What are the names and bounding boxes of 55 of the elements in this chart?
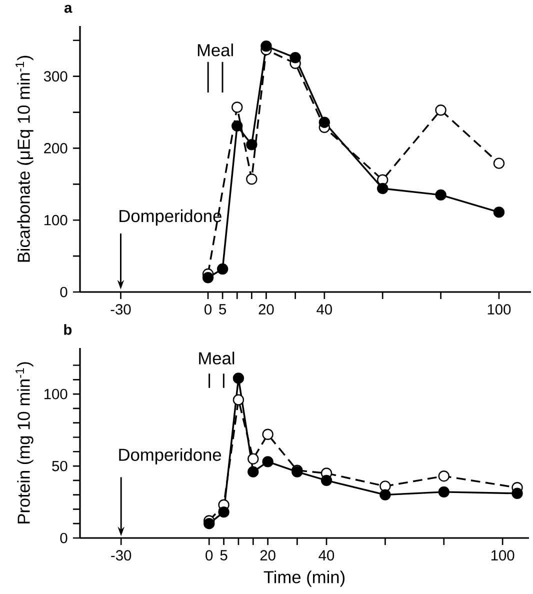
chart-title: b: [64, 324, 72, 335]
x-tick-label: 20: [260, 550, 276, 561]
y-tick-label: 0: [60, 286, 68, 298]
point: [376, 182, 388, 194]
y-axis-title: Bicarbonate (μEq 10 min$^{-1}$): [16, 56, 34, 262]
point: [438, 486, 450, 498]
x-tick-label: 20: [258, 304, 274, 315]
y-tick-label: 200: [44, 143, 68, 154]
point: [260, 40, 272, 52]
point: [438, 470, 450, 482]
annotation: Meal: [199, 352, 234, 364]
y-tick-label: 300: [44, 71, 68, 82]
point: [290, 52, 301, 64]
x-tick-label: 40: [318, 550, 334, 561]
point: [320, 474, 332, 486]
x-tick-label: 40: [316, 304, 332, 315]
x-tick-label: 0: [204, 304, 212, 315]
point: [318, 116, 330, 128]
point: [248, 466, 259, 478]
point: [204, 518, 215, 530]
x-tick-label: 0: [206, 550, 213, 561]
y-axis-title: Protein (mg 10 min$^{-1}$): [16, 362, 34, 524]
chart-title: a: [64, 4, 72, 13]
x-tick-label: 5: [220, 550, 228, 560]
point: [435, 104, 446, 116]
x-tick-label: 5: [219, 304, 226, 314]
point: [232, 102, 243, 113]
annotation: Domperidone: [120, 209, 222, 226]
point: [232, 120, 243, 132]
point: [380, 489, 391, 500]
point: [232, 372, 244, 384]
y-tick-label: 0: [60, 532, 68, 544]
point: [246, 174, 258, 185]
y-tick-label: 50: [52, 460, 68, 472]
x-tick-label: 100: [491, 550, 514, 561]
x-tick-label: -30: [110, 304, 131, 315]
point: [248, 453, 259, 464]
point: [262, 428, 274, 440]
point: [232, 394, 244, 406]
point: [218, 506, 230, 518]
point: [216, 263, 228, 275]
annotation: Domperidone: [119, 448, 222, 464]
x-tick-label: -30: [111, 550, 132, 561]
point: [493, 158, 505, 169]
point: [262, 456, 274, 468]
x-axis-title: Time (min): [264, 570, 344, 587]
point: [202, 272, 214, 284]
point: [512, 488, 523, 499]
point: [246, 139, 258, 150]
y-tick-label: 100: [44, 388, 68, 400]
point: [493, 206, 505, 218]
annotation: Meal: [198, 44, 233, 56]
y-tick-label: 100: [44, 214, 68, 226]
point: [435, 189, 446, 201]
x-tick-label: 100: [488, 304, 511, 315]
